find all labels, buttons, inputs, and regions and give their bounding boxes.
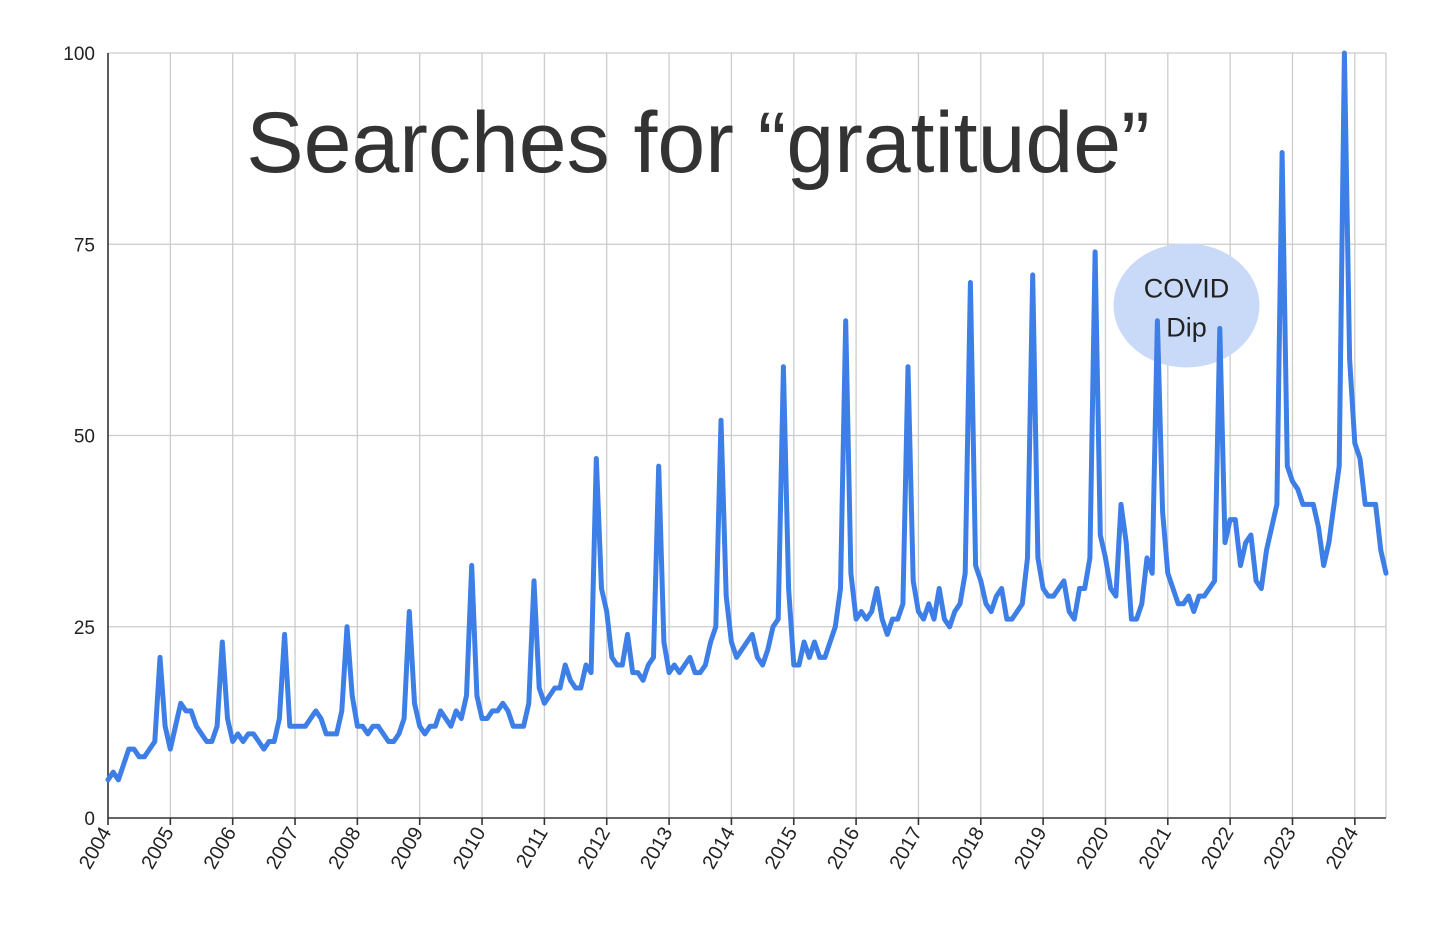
x-tick-label: 2014: [698, 824, 739, 874]
series-line-gratitude: [105, 50, 1389, 783]
x-tick-label: 2010: [449, 824, 490, 874]
x-tick-label: 2005: [137, 824, 178, 874]
x-tick-label: 2009: [387, 824, 428, 874]
annotation-text-line-1: COVID: [1144, 273, 1230, 303]
y-tick-label: 50: [74, 427, 95, 448]
series-layer: [105, 50, 1389, 783]
x-tick-label: 2023: [1260, 824, 1301, 874]
x-tick-label: 2022: [1197, 824, 1238, 874]
chart-title: Searches for “gratitude”: [246, 95, 1149, 191]
x-tick-label: 2011: [512, 824, 553, 872]
x-tick-label: 2007: [262, 824, 303, 874]
x-tick-label: 2013: [636, 824, 677, 874]
axes: [107, 53, 1386, 825]
grid: [108, 52, 1387, 818]
x-tick-label: 2012: [574, 824, 615, 874]
x-tick-label: 2006: [200, 824, 241, 874]
y-tick-label: 0: [84, 809, 95, 830]
x-tick-label: 2021: [1135, 824, 1176, 874]
x-tick-label: 2015: [761, 824, 802, 874]
x-tick-label: 2008: [324, 824, 365, 874]
annotation-text-line-2: Dip: [1166, 312, 1207, 342]
x-tick-label: 2016: [823, 824, 864, 874]
x-tick-label: 2017: [885, 824, 926, 874]
x-tick-labels: 2004 2005 2006 2007 2008 2009 2010 2011 2012 2013…: [75, 824, 1363, 874]
x-tick-label: 2020: [1072, 824, 1113, 874]
x-tick-label: 2024: [1322, 824, 1363, 874]
covid-dip-annotation: COVID Dip: [1113, 243, 1260, 368]
y-tick-label: 25: [74, 618, 95, 639]
x-tick-label: 2004: [75, 824, 116, 874]
y-tick-labels: 0 25 50 75 100: [63, 44, 95, 830]
x-tick-label: 2018: [948, 824, 989, 874]
annotation-bubble: [1113, 243, 1260, 368]
x-tick-label: 2019: [1010, 824, 1051, 874]
y-tick-label: 100: [63, 44, 95, 65]
y-tick-label: 75: [74, 235, 95, 256]
